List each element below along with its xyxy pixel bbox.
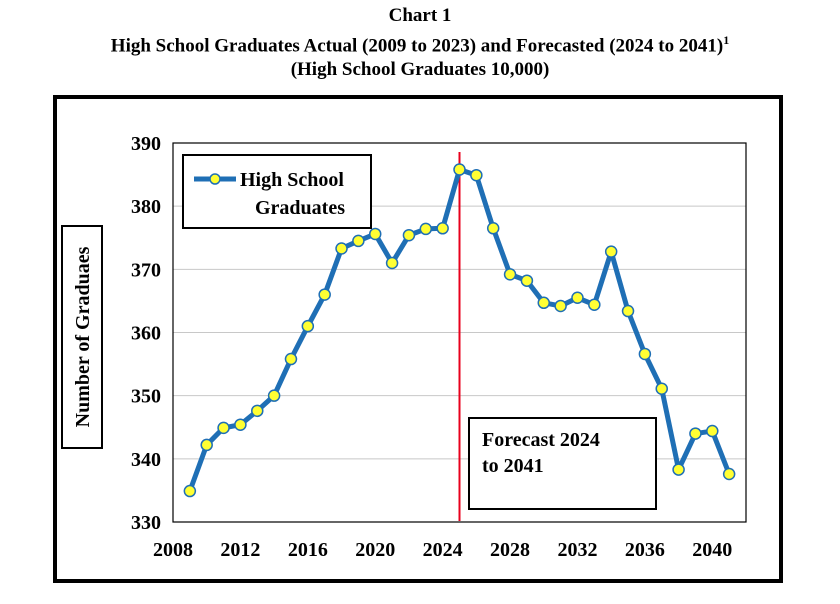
legend-marker-swatch <box>209 173 221 185</box>
data-point <box>402 228 416 242</box>
y-tick-label: 380 <box>131 196 161 218</box>
data-point <box>503 268 517 281</box>
data-point <box>251 404 264 418</box>
data-point <box>470 168 483 182</box>
data-point <box>234 418 247 431</box>
data-point <box>621 304 635 318</box>
data-point <box>588 298 601 311</box>
chart-subtitle: High School Graduates Actual (2009 to 20… <box>0 28 840 58</box>
legend-label-line1: High School <box>240 169 344 191</box>
x-tick-label: 2016 <box>288 539 328 561</box>
x-tick-label: 2008 <box>153 539 193 561</box>
data-point <box>554 299 567 313</box>
chart-title-block: Chart 1 High School Graduates Actual (20… <box>0 4 840 82</box>
legend-label-line2: Graduates <box>255 197 345 219</box>
forecast-annotation-box <box>468 417 657 510</box>
chart-units-note: (High School Graduates 10,000) <box>290 59 550 81</box>
data-point <box>537 296 551 310</box>
data-point <box>638 347 652 361</box>
data-point <box>689 427 702 440</box>
chart-outer-frame <box>53 95 783 583</box>
data-point <box>655 382 668 395</box>
y-tick-label: 390 <box>131 133 161 155</box>
data-point <box>453 163 466 176</box>
data-point <box>419 222 433 236</box>
data-point <box>520 274 534 287</box>
x-tick-label: 2024 <box>423 539 463 561</box>
footnote-marker: 1 <box>723 33 730 47</box>
y-tick-label: 350 <box>131 386 161 408</box>
y-tick-label: 360 <box>131 323 161 345</box>
legend-box <box>182 154 372 229</box>
data-point <box>571 291 584 305</box>
y-axis-label: Number of Graduaes <box>72 246 94 427</box>
x-tick-label: 2036 <box>625 539 665 561</box>
chart-title: Chart 1 <box>388 5 452 26</box>
data-point <box>183 484 197 498</box>
x-tick-label: 2012 <box>220 539 260 561</box>
data-point <box>368 227 382 241</box>
data-point <box>200 438 213 452</box>
data-point <box>267 389 281 402</box>
data-point <box>284 352 298 366</box>
data-point <box>486 222 500 235</box>
data-point <box>706 424 719 438</box>
data-point <box>335 242 348 255</box>
data-point <box>301 319 315 333</box>
data-point <box>436 222 449 235</box>
forecast-annotation-line2: to 2041 <box>482 455 544 477</box>
data-point <box>217 421 230 435</box>
y-tick-label: 340 <box>131 449 161 471</box>
data-point <box>352 234 365 248</box>
forecast-annotation: Forecast 2024 to 2041 <box>468 417 657 510</box>
data-point <box>722 467 736 481</box>
data-point <box>318 288 331 301</box>
y-tick-label: 330 <box>131 512 161 534</box>
data-point <box>385 256 399 270</box>
data-point <box>672 463 685 476</box>
y-tick-label: 370 <box>131 259 161 281</box>
y-axis-label-box <box>61 225 103 449</box>
chart-subtitle-text: High School Graduates Actual (2009 to 20… <box>110 35 724 57</box>
x-tick-label: 2028 <box>490 539 530 561</box>
x-tick-label: 2020 <box>355 539 395 561</box>
data-point <box>604 245 618 258</box>
x-tick-label: 2040 <box>692 539 732 561</box>
forecast-annotation-line1: Forecast 2024 <box>482 429 600 451</box>
plot-area <box>172 142 747 523</box>
x-tick-label: 2032 <box>557 539 597 561</box>
legend: High School Graduates <box>182 154 372 229</box>
